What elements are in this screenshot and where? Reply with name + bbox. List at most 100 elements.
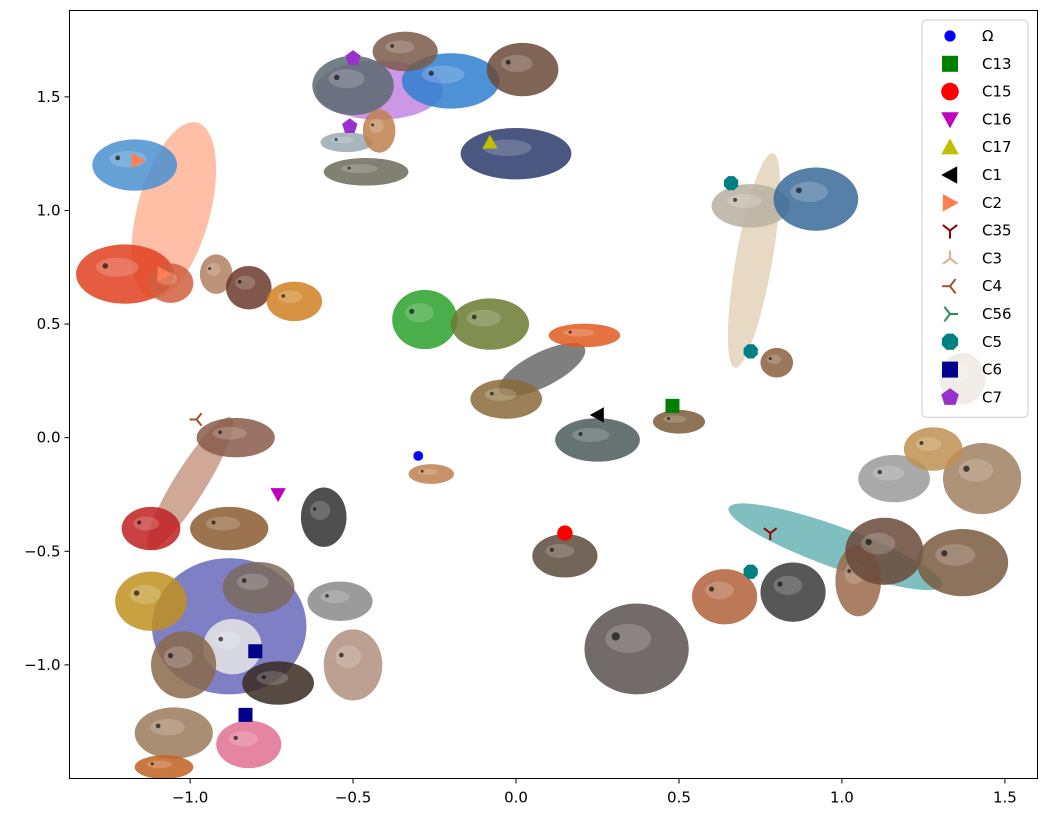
legend-marker-c6	[942, 361, 958, 378]
cluster-markers	[131, 50, 778, 722]
emu-image	[307, 581, 373, 622]
y-tick-label: 1.5	[37, 88, 61, 106]
swan-image	[203, 619, 262, 675]
legend-marker-c1	[941, 166, 958, 184]
lion-image	[903, 427, 963, 471]
platypus-image	[652, 409, 706, 434]
x-tick-label: 0.5	[667, 789, 691, 807]
legend-marker-c7	[941, 388, 959, 405]
legend-label-c15: C15	[982, 83, 1012, 101]
turtle-image	[486, 42, 559, 97]
penguin-image	[300, 487, 347, 547]
legend-label-c16: C16	[982, 110, 1012, 128]
legend-marker-c35	[942, 224, 958, 239]
x-tick-label: −0.5	[335, 789, 371, 807]
marker-c6	[238, 707, 253, 722]
legend-label-c35: C35	[982, 222, 1012, 240]
y-tick-label: 1.0	[37, 201, 61, 219]
sealion-image	[760, 347, 794, 378]
catfish-image	[372, 31, 438, 72]
squirrel-image	[692, 569, 758, 625]
wasp-image	[115, 571, 187, 631]
y-tick-label: 0.0	[37, 429, 61, 447]
greensnake-image	[392, 289, 458, 350]
scorpion-image	[408, 464, 455, 484]
y-tick-label: −1.0	[24, 656, 60, 674]
flea-image	[190, 506, 269, 551]
seahorse-image	[362, 109, 396, 153]
legend-marker-c3	[942, 250, 958, 265]
marker-c5	[724, 176, 739, 191]
x-axis: −1.0 −0.5 0.0 0.5 1.0 1.5	[172, 778, 1017, 807]
legend-label-c17: C17	[982, 138, 1012, 156]
legend-marker-c16	[941, 112, 959, 129]
bat-image	[584, 603, 689, 695]
legend-label-c13: C13	[982, 55, 1012, 73]
legend-marker-c56	[943, 306, 958, 322]
kiwi-image	[222, 561, 295, 614]
marker-c6	[248, 644, 263, 659]
legend-label-omega: Ω	[982, 27, 993, 45]
tuna-image	[401, 53, 500, 109]
opossum-image	[858, 454, 930, 503]
ostrich-image	[323, 629, 383, 701]
legend-label-c56: C56	[982, 305, 1012, 323]
legend-label-c3: C3	[982, 249, 1002, 267]
shark-image	[312, 55, 394, 116]
marker-omega	[413, 450, 424, 461]
marker-c16	[270, 488, 286, 503]
dolphin-image	[773, 167, 859, 231]
legend-marker-c17	[941, 138, 959, 155]
legend: Ω C13 C15 C16 C17 C1 C2 C35 C3 C4 C56 C5 C6 C7	[921, 19, 1029, 418]
legend-marker-c15	[941, 82, 959, 101]
carp-image	[323, 157, 409, 186]
lynx-image	[942, 443, 1022, 515]
seasnake-image	[460, 127, 572, 180]
y-tick-label: −0.5	[24, 542, 60, 560]
shrimp-image	[147, 263, 194, 303]
legend-marker-c5	[941, 333, 959, 350]
legend-label-c6: C6	[982, 361, 1002, 379]
marker-c13	[665, 398, 680, 413]
marker-c5	[743, 564, 758, 579]
marker-c7	[345, 50, 361, 65]
toad-image	[470, 379, 543, 419]
marker-c17	[482, 134, 498, 149]
x-tick-label: 0.0	[504, 789, 528, 807]
marker-c1	[589, 407, 604, 423]
newt-image	[548, 323, 621, 348]
legend-label-c4: C4	[982, 277, 1002, 295]
octopus-image	[225, 265, 272, 310]
x-tick-label: 1.0	[830, 789, 854, 807]
marker-c15	[557, 525, 573, 541]
marker-c7	[342, 118, 358, 133]
x-tick-label: 1.5	[993, 789, 1017, 807]
legend-marker-omega	[944, 30, 956, 42]
vulture-image	[242, 661, 314, 705]
legend-label-c1: C1	[982, 166, 1002, 184]
legend-label-c7: C7	[982, 388, 1002, 406]
marker-c4	[189, 412, 203, 427]
legend-frame	[921, 19, 1029, 418]
worm-image	[196, 417, 275, 458]
marker-c35	[763, 527, 778, 541]
y-axis: 1.5 1.0 0.5 0.0 −0.5 −1.0	[24, 88, 70, 674]
legend-marker-c4	[942, 278, 957, 295]
x-tick-label: −1.0	[172, 789, 208, 807]
hawk-image	[150, 631, 217, 699]
lizard-image	[555, 418, 640, 462]
tortoise-image	[532, 534, 598, 578]
legend-label-c5: C5	[982, 333, 1002, 351]
ladybug-image	[121, 506, 181, 551]
y-tick-label: 0.5	[37, 315, 61, 333]
deer-image	[916, 529, 1009, 597]
marker-c5	[743, 344, 758, 359]
plot-frame	[69, 10, 1038, 779]
marker-c2	[131, 152, 146, 169]
seal-image	[711, 184, 790, 228]
crab-image	[266, 281, 323, 322]
sparrow-image	[134, 707, 213, 759]
flamingo-image	[216, 720, 282, 769]
gorilla-image	[760, 562, 826, 622]
